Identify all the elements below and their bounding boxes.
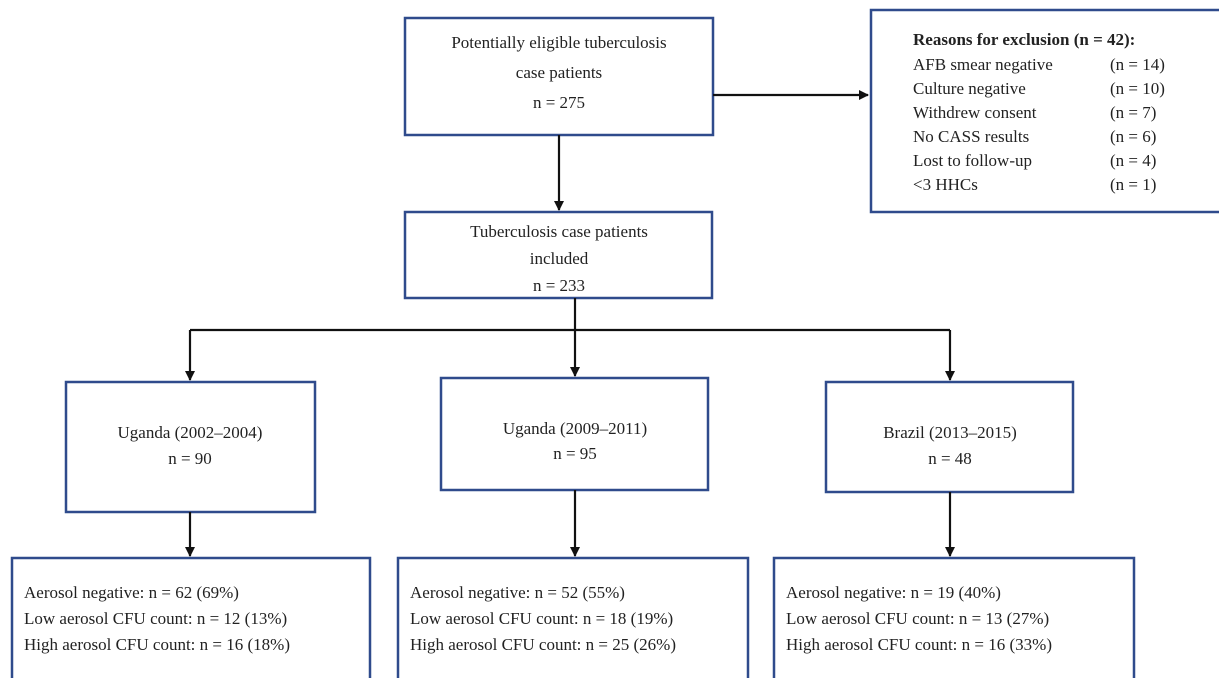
- node-text: Aerosol negative: n = 19 (40%): [786, 583, 1001, 602]
- reason-label: Culture negative: [913, 79, 1026, 98]
- cohort-box: [64, 380, 317, 514]
- node-text: case patients: [516, 63, 602, 82]
- node-text: Uganda (2002–2004): [118, 423, 263, 442]
- result-box: [10, 556, 372, 678]
- node-text: n = 48: [928, 449, 972, 468]
- node-text: n = 90: [168, 449, 212, 468]
- node-text: Low aerosol CFU count: n = 12 (13%): [24, 609, 287, 628]
- node-text: Tuberculosis case patients: [470, 222, 648, 241]
- node-text: High aerosol CFU count: n = 16 (33%): [786, 635, 1052, 654]
- reason-count: (n = 1): [1110, 175, 1156, 194]
- node-text: High aerosol CFU count: n = 16 (18%): [24, 635, 290, 654]
- node-text: Uganda (2009–2011): [503, 419, 647, 438]
- reason-label: No CASS results: [913, 127, 1029, 146]
- result-box: [396, 556, 750, 678]
- reason-count: (n = 7): [1110, 103, 1156, 122]
- reason-count: (n = 4): [1110, 151, 1156, 170]
- node-text: Brazil (2013–2015): [883, 423, 1017, 442]
- reason-count: (n = 6): [1110, 127, 1156, 146]
- reason-count: (n = 10): [1110, 79, 1165, 98]
- node-text: High aerosol CFU count: n = 25 (26%): [410, 635, 676, 654]
- result-box: [772, 556, 1136, 678]
- node-text: Potentially eligible tuberculosis: [451, 33, 666, 52]
- node-text: Low aerosol CFU count: n = 13 (27%): [786, 609, 1049, 628]
- exclusion-box: [869, 8, 1219, 214]
- reason-label: Withdrew consent: [913, 103, 1037, 122]
- exclusion-title: Reasons for exclusion (n = 42):: [913, 30, 1135, 49]
- included-box: [403, 210, 714, 300]
- reason-count: (n = 14): [1110, 55, 1165, 74]
- node-text: included: [530, 249, 589, 268]
- reason-label: <3 HHCs: [913, 175, 978, 194]
- node-text: Low aerosol CFU count: n = 18 (19%): [410, 609, 673, 628]
- reason-label: AFB smear negative: [913, 55, 1053, 74]
- node-text: Aerosol negative: n = 62 (69%): [24, 583, 239, 602]
- node-text: n = 95: [553, 444, 597, 463]
- reason-label: Lost to follow-up: [913, 151, 1032, 170]
- node-text: Aerosol negative: n = 52 (55%): [410, 583, 625, 602]
- node-text: n = 275: [533, 93, 585, 112]
- node-text: n = 233: [533, 276, 585, 295]
